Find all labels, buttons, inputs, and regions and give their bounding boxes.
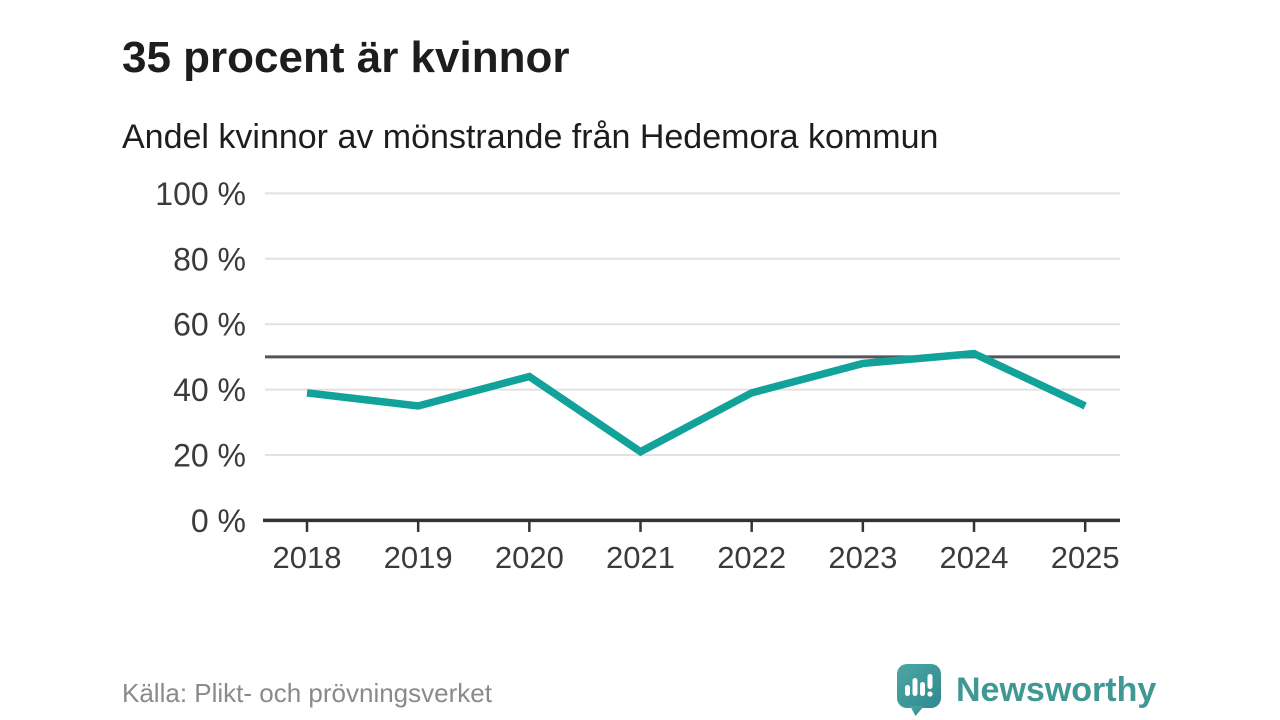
y-axis-tick-label: 60 %	[173, 307, 246, 343]
x-axis-tick-label: 2025	[1051, 540, 1120, 575]
line-chart: 0 % 20 % 40 % 60 % 80 % 100 % 2018 2019 2020 2021…	[155, 176, 1120, 575]
x-axis-tick-label: 2019	[384, 540, 453, 575]
speech-bubble-tail	[910, 706, 924, 716]
x-axis-tick-label: 2022	[717, 540, 786, 575]
y-axis-tick-label: 100 %	[155, 176, 246, 212]
bar-chart-glyph	[905, 674, 933, 697]
page-title: 35 procent är kvinnor	[122, 33, 570, 83]
newsworthy-logo: Newsworthy	[896, 663, 1156, 717]
y-axis-tick-label: 20 %	[173, 438, 246, 474]
brand-name: Newsworthy	[956, 670, 1157, 709]
newsworthy-logo-icon	[897, 664, 941, 716]
x-axis-tick-label: 2021	[606, 540, 675, 575]
data-line-series	[306, 349, 1087, 457]
y-axis-tick-label: 80 %	[173, 241, 246, 277]
y-axis-tick-label: 0 %	[191, 503, 246, 539]
source-note: Källa: Plikt- och prövningsverket	[122, 678, 492, 708]
y-axis-tick-label: 40 %	[173, 372, 246, 408]
x-axis-tick-label: 2018	[273, 540, 342, 575]
x-axis-tick-label: 2023	[828, 540, 897, 575]
x-axis-tick-label: 2020	[495, 540, 564, 575]
speech-bubble-shape	[897, 664, 941, 708]
x-axis-tick-label: 2024	[940, 540, 1009, 575]
chart-subtitle: Andel kvinnor av mönstrande från Hedemor…	[122, 118, 939, 156]
